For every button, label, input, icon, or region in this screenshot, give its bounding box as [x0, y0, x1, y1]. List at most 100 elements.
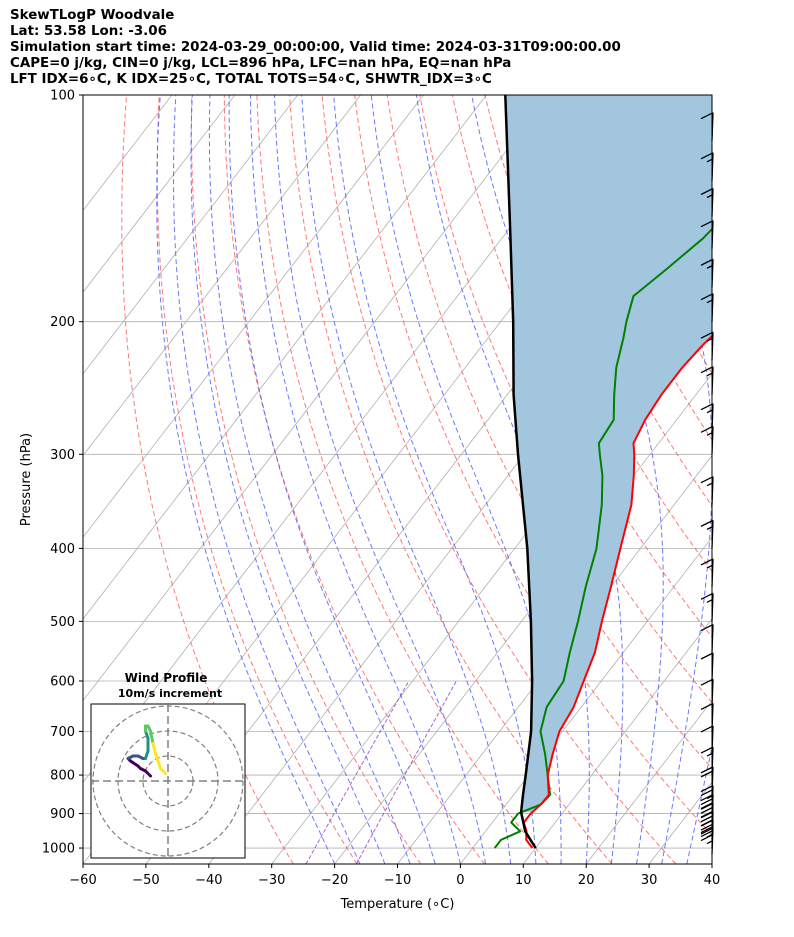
dry-adiabat-line — [156, 95, 358, 864]
wind-barbs — [700, 112, 714, 855]
dry-adiabat-line — [778, 95, 794, 864]
moist-adiabat-line — [711, 861, 712, 864]
y-axis: 1000 900 800 700 600 500 400 300 200 100 Pressure … — [19, 89, 83, 857]
wind-barb-half-flag — [706, 158, 714, 163]
wind-barb-flag — [700, 810, 714, 818]
y-axis-label: Pressure (hPa) — [19, 433, 34, 526]
moist-adiabat-line — [626, 95, 712, 864]
hodograph-segment — [129, 759, 140, 768]
wind-barb-staff — [711, 112, 714, 141]
moist-adiabat-line — [333, 95, 537, 864]
wind-barb-flag — [700, 746, 714, 754]
wind-barb-flag — [700, 827, 714, 835]
wind-barb-flag — [700, 258, 714, 266]
wind-barb-flag — [700, 823, 714, 831]
x-tick-label: 20 — [578, 873, 595, 888]
wind-barb-staff — [711, 366, 714, 395]
dry-adiabat-line — [289, 95, 613, 864]
wind-barb-half-flag — [706, 525, 714, 530]
x-axis-label: Temperature (∘C) — [340, 897, 455, 912]
isotherm-line — [83, 95, 299, 375]
dry-adiabat-line — [321, 95, 677, 864]
y-tick-label: 600 — [50, 674, 75, 689]
y-tick-label: 700 — [50, 725, 75, 740]
moist-adiabat-line — [228, 95, 436, 864]
wind-barb — [700, 558, 714, 587]
isotherm-line — [83, 95, 236, 293]
x-tick-label: 30 — [641, 873, 658, 888]
wind-barb-flag — [700, 829, 714, 838]
moist-adiabat-line — [208, 95, 411, 864]
mixing-ratio-line — [355, 681, 457, 864]
wind-barb-staff — [711, 188, 714, 217]
x-tick-label: 0 — [456, 873, 464, 888]
wind-barb-half-flag — [706, 795, 714, 800]
wind-barb — [700, 785, 714, 814]
mixing-ratio-line — [305, 681, 410, 864]
x-tick-label: −50 — [132, 873, 159, 888]
dry-adiabat-line — [190, 95, 422, 864]
moist-adiabat-line — [249, 95, 461, 864]
wind-barb-flag — [700, 825, 714, 834]
dry-adiabat-line — [256, 95, 549, 864]
wind-barb-flag — [700, 293, 714, 301]
isotherm-line — [711, 863, 712, 864]
wind-barb-flag — [700, 789, 714, 797]
wind-barb — [700, 766, 714, 795]
wind-barb — [700, 366, 714, 395]
wind-barb-flag — [700, 793, 714, 802]
isotherm-line — [83, 95, 361, 457]
dry-adiabat-line — [354, 95, 712, 836]
wind-barb-staff — [711, 593, 714, 622]
wind-barb — [700, 258, 714, 288]
wind-barb-flag — [700, 403, 714, 411]
wind-barb — [700, 702, 714, 732]
isotherm-line — [83, 95, 424, 538]
y-tick-label: 500 — [50, 615, 75, 630]
wind-barb-flag — [700, 592, 714, 600]
wind-barb-flag — [700, 806, 714, 814]
wind-barb-half-flag — [706, 337, 714, 342]
wind-barb-flag — [700, 766, 714, 774]
wind-barb-staff — [711, 152, 714, 181]
wind-barb-half-flag — [706, 299, 714, 304]
chart-title: SkewTLogP Woodvale — [10, 8, 175, 23]
moist-adiabat-line — [190, 95, 386, 864]
wind-barb-staff — [711, 220, 714, 249]
chart-header: SkewTLogP Woodvale Lat: 53.58 Lon: -3.06… — [10, 8, 621, 88]
wind-barb-half-flag — [706, 431, 714, 436]
wind-barb-staff — [711, 293, 714, 322]
y-tick-label: 900 — [50, 807, 75, 822]
y-tick-label: 100 — [50, 89, 75, 104]
wind-barb-flag — [700, 152, 714, 160]
stability-indices: LFT IDX=6∘C, K IDX=25∘C, TOTAL TOTS=54∘C… — [10, 72, 492, 87]
wind-barb-flag — [700, 425, 714, 433]
wind-barb-flag — [700, 770, 714, 778]
wind-barb-flag — [700, 220, 714, 228]
wind-barb-flag — [700, 801, 714, 810]
wind-barb-staff — [711, 703, 714, 732]
wind-barb-flag — [700, 331, 714, 339]
hodograph-segment — [149, 729, 155, 745]
wind-barb-flag — [700, 623, 714, 632]
wind-barb-staff — [711, 426, 714, 455]
wind-barb-flag — [700, 112, 714, 120]
wind-barb — [700, 725, 714, 754]
x-tick-label: −20 — [321, 873, 348, 888]
wind-barb — [700, 476, 714, 505]
y-tick-label: 1000 — [42, 842, 75, 857]
wind-barb-flag — [700, 785, 714, 793]
dry-adiabat-line — [223, 95, 485, 864]
wind-barb — [700, 187, 714, 217]
wind-barb-half-flag — [706, 598, 714, 603]
x-tick-label: −40 — [195, 873, 222, 888]
wind-barb — [700, 293, 714, 322]
wind-barb-half-flag — [706, 409, 714, 414]
wind-barb — [700, 678, 714, 708]
convective-parameters: CAPE=0 j/kg, CIN=0 j/kg, LCL=896 hPa, LF… — [10, 56, 512, 71]
wind-barb-staff — [711, 624, 714, 653]
wind-barb — [700, 623, 714, 653]
wind-barb-flag — [700, 678, 714, 686]
wind-barb — [700, 220, 714, 249]
